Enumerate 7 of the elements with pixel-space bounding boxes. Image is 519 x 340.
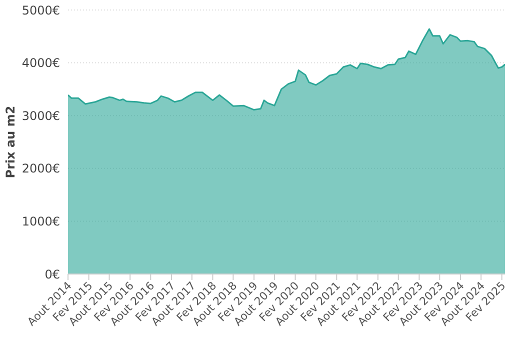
y-tick-label: 2000€: [22, 162, 60, 176]
y-tick-label: 1000€: [22, 214, 60, 228]
y-axis-title: Prix au m2: [3, 106, 18, 178]
y-tick-label: 3000€: [22, 108, 60, 123]
y-tick-label: 4000€: [22, 56, 60, 70]
y-tick-label: 0€: [44, 267, 60, 282]
y-tick-label: 5000€: [22, 3, 60, 18]
